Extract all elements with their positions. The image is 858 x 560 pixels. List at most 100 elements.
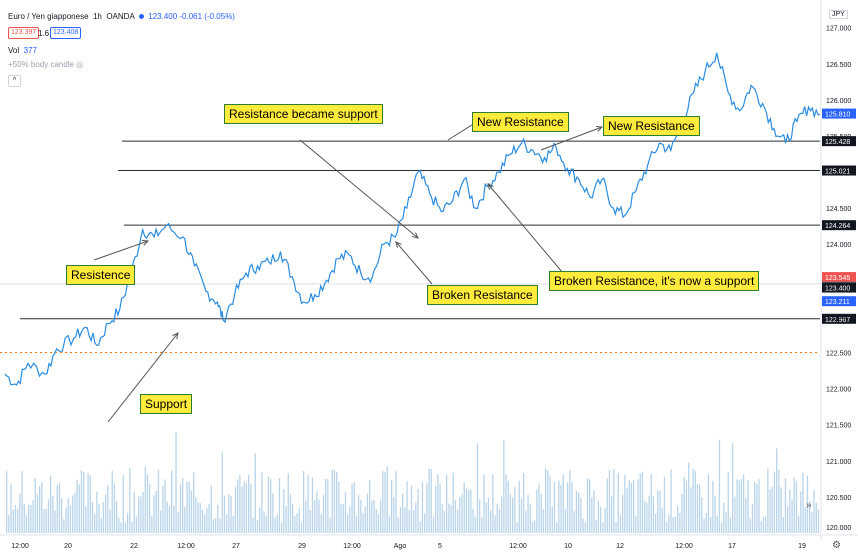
volume-bar	[710, 517, 712, 533]
volume-bar	[756, 483, 758, 533]
label-support: Support	[140, 394, 193, 414]
volume-bar	[655, 513, 657, 533]
volume-bar	[446, 474, 448, 533]
volume-bar	[531, 521, 534, 533]
volume-bar	[586, 478, 589, 533]
volume-bar	[751, 503, 754, 533]
y-tick-label: 121.500	[826, 423, 851, 430]
volume-bar	[309, 510, 311, 533]
volume-bar	[580, 497, 582, 533]
volume-bar	[811, 512, 813, 533]
volume-bar	[19, 493, 21, 533]
volume-bar	[622, 494, 624, 533]
price-tag-label: 123.400	[825, 286, 850, 293]
volume-bar	[657, 490, 659, 533]
volume-bar	[800, 491, 802, 533]
volume-bar	[699, 484, 701, 533]
volume-bar	[373, 499, 375, 533]
volume-bar	[459, 496, 461, 533]
price-tags: 125.428 125.021 124.264 122.967 125.810 123.5…	[822, 108, 856, 324]
arrow-head	[595, 125, 604, 132]
volume-bar	[745, 497, 747, 533]
volume-bar	[83, 471, 85, 533]
volume-bar	[690, 487, 692, 533]
y-tick-label: 121.000	[826, 459, 851, 466]
chevron-up-icon[interactable]: ^	[8, 75, 21, 87]
x-tick-label: 22	[130, 543, 138, 550]
volume-bar	[340, 504, 342, 533]
volume-bar	[771, 487, 773, 533]
label-resistance-became-support: Resistance became support	[224, 104, 383, 124]
volume-bar	[703, 518, 705, 533]
volume-bar	[34, 478, 36, 533]
volume-bar	[496, 503, 498, 533]
status-dot-icon	[138, 14, 144, 19]
volume-bar	[325, 478, 327, 533]
price-tag-bg	[822, 313, 856, 324]
volume-bar	[509, 494, 512, 533]
volume-bar	[175, 431, 177, 533]
volume-bar	[124, 522, 127, 533]
volume-bar	[226, 514, 228, 533]
volume-bar	[443, 510, 446, 533]
interval[interactable]: 1h	[92, 12, 102, 21]
volume-bar	[474, 516, 476, 533]
volume-bar	[14, 505, 17, 533]
volume-bar	[105, 494, 107, 533]
volume-bar	[129, 468, 131, 533]
time-axis[interactable]: 12:00 20 22 12:00 27 29 12:00 Ago 5 12:00 10 12 12:0…	[11, 543, 806, 550]
volume-bar	[470, 489, 472, 533]
currency-badge[interactable]: JPY	[829, 10, 848, 19]
volume-bar	[558, 480, 560, 533]
volume-bar	[516, 522, 518, 533]
volume-bar	[184, 506, 186, 533]
ask-price[interactable]: 123.408	[50, 27, 82, 39]
volume-bar	[311, 477, 314, 533]
volume-bar	[721, 522, 723, 533]
x-tick-label: 5	[438, 543, 442, 550]
volume-bar	[87, 473, 89, 533]
volume-bar	[305, 500, 307, 533]
volume-bar	[793, 477, 795, 533]
volume-bar	[10, 484, 12, 533]
volume-bar	[538, 483, 540, 533]
volume-bar	[237, 479, 239, 533]
volume-bar	[259, 507, 261, 533]
volume-bar	[536, 489, 538, 533]
price-line	[4, 52, 821, 386]
volume-label: Vol	[8, 46, 20, 55]
settings-icon[interactable]: ⚙	[832, 540, 841, 551]
volume-bar	[679, 512, 681, 533]
eye-icon[interactable]: ◎	[76, 60, 84, 69]
volume-bar	[652, 496, 655, 533]
volume-bar	[575, 491, 578, 533]
volume-bar	[210, 485, 212, 533]
volume-bar	[804, 507, 806, 533]
volume-bar	[606, 478, 608, 533]
annotation-arrow	[93, 240, 149, 261]
volume-bar	[553, 481, 556, 533]
volume-bar	[452, 472, 454, 533]
volume-bar	[760, 521, 762, 533]
volume-bar	[58, 483, 61, 533]
volume-bar	[754, 482, 756, 533]
auto-scale-icon[interactable]: »	[806, 500, 812, 511]
label-broken-resistance: Broken Resistance	[427, 285, 538, 305]
volume-bar	[155, 490, 157, 533]
volume-bar	[406, 480, 408, 533]
volume-bar	[617, 473, 619, 533]
annotation-arrow	[107, 332, 179, 423]
volume-bar	[582, 518, 584, 533]
symbol-name[interactable]: Euro / Yen giapponese	[8, 12, 89, 21]
volume-bar	[157, 469, 160, 533]
volume-bar	[127, 513, 129, 533]
volume-bar	[626, 488, 628, 533]
volume-bar	[322, 495, 325, 533]
volume-bar	[329, 517, 331, 533]
volume-bar	[593, 490, 595, 533]
volume-bar	[758, 479, 760, 533]
volume-bar	[289, 494, 292, 533]
volume-bar	[292, 503, 294, 533]
bid-price[interactable]: 123.397	[8, 27, 40, 39]
